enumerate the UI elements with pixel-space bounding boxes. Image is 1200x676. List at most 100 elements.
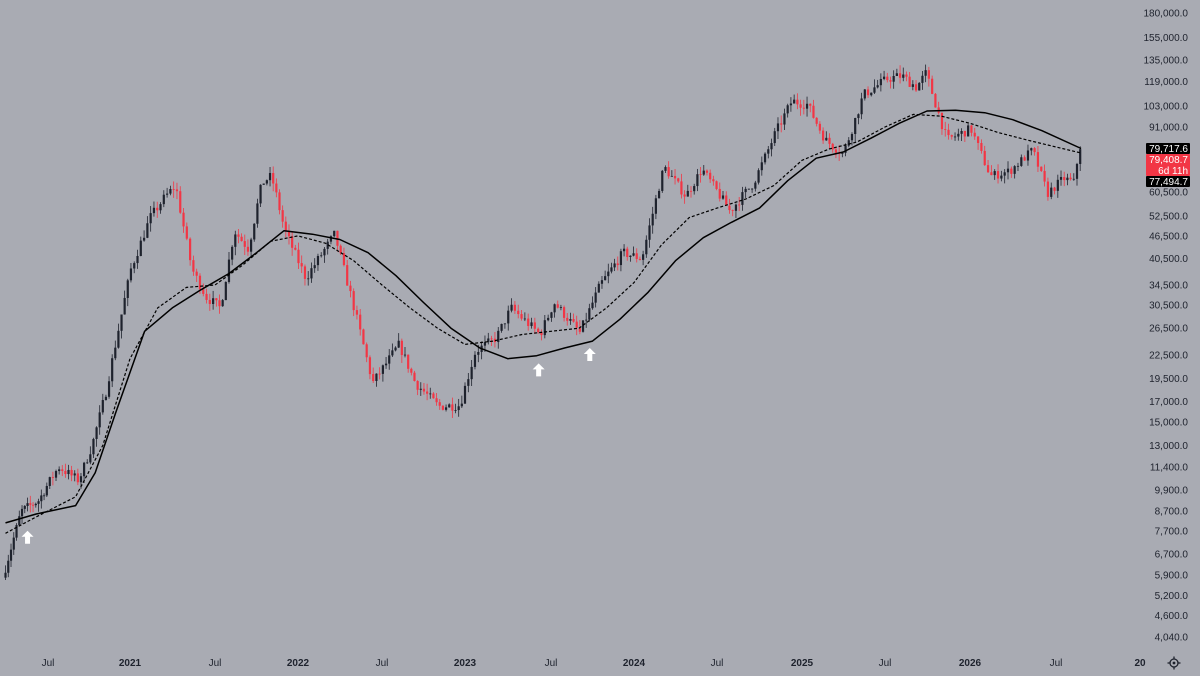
candle [747, 188, 750, 190]
candle [429, 387, 432, 399]
candle [297, 242, 300, 270]
candle [908, 71, 911, 87]
candle [162, 190, 165, 208]
candle [651, 206, 654, 234]
candle [346, 260, 349, 286]
moving-averages-layer [5, 109, 1082, 534]
candle [342, 247, 346, 267]
candle [1016, 162, 1020, 172]
candle [1066, 173, 1069, 186]
candle [422, 383, 426, 395]
candle [51, 471, 55, 486]
candle [467, 373, 470, 393]
candle [165, 187, 169, 198]
candle [300, 255, 303, 274]
candle [202, 283, 205, 297]
candle [64, 463, 67, 478]
candle [976, 136, 980, 150]
candle [294, 244, 297, 251]
candle [70, 465, 73, 482]
settings-gear-icon[interactable] [1167, 656, 1181, 670]
candle [944, 121, 947, 137]
candle [1020, 154, 1023, 167]
candle [1036, 145, 1040, 172]
candle [218, 294, 221, 314]
candle [622, 244, 626, 257]
candle [786, 103, 789, 118]
candle [581, 320, 585, 333]
candle [391, 343, 394, 357]
candle [754, 180, 757, 192]
candle [902, 67, 905, 82]
candle [284, 216, 287, 238]
candle [169, 185, 172, 196]
candle [809, 103, 812, 113]
candle [372, 367, 375, 383]
candle [208, 293, 211, 311]
candle [815, 117, 818, 127]
candle [763, 152, 767, 165]
candle [227, 252, 231, 284]
candle [654, 194, 657, 220]
candle [709, 169, 712, 183]
candle [146, 216, 149, 239]
candle [863, 88, 866, 101]
candle [767, 146, 770, 159]
candle [996, 164, 1000, 184]
candle [715, 180, 718, 191]
candle [1023, 155, 1026, 161]
candle [725, 191, 728, 206]
candle [799, 99, 802, 116]
candle [591, 296, 594, 310]
candle [770, 138, 773, 157]
candle [303, 264, 307, 286]
candle [307, 271, 310, 286]
candle [957, 128, 960, 141]
candle [352, 288, 355, 317]
candle [237, 228, 240, 244]
candle [95, 426, 98, 447]
candle [310, 262, 313, 283]
candle [1063, 171, 1066, 187]
candle [359, 308, 362, 336]
candle [152, 201, 156, 217]
candle [142, 230, 146, 242]
candle [129, 262, 133, 283]
up-arrow-icon [583, 348, 596, 361]
candle [42, 493, 46, 501]
candle [54, 469, 58, 482]
price-tick-label: 6,700.0 [1155, 550, 1189, 561]
candle [513, 301, 516, 314]
candle [1056, 174, 1059, 198]
candle [562, 305, 566, 322]
time-axis[interactable]: Jul 2021 Jul 2022 Jul 2023 Jul 2024 Jul 2025 Jul 20… [42, 658, 1146, 669]
candle [48, 476, 51, 489]
price-axis[interactable]: 4,040.0 4,600.0 5,200.0 5,900.0 6,700.0 7,700… [1144, 9, 1189, 644]
candle [313, 258, 316, 273]
candle [924, 64, 927, 83]
candle [265, 179, 268, 186]
candle [240, 233, 243, 242]
candle [686, 184, 689, 197]
candle [272, 166, 275, 192]
price-tick-label: 7,700.0 [1155, 527, 1189, 538]
candle [734, 203, 738, 218]
candle [854, 117, 857, 142]
price-tick-label: 180,000.0 [1144, 9, 1189, 20]
candle [783, 108, 786, 130]
candle [400, 338, 403, 363]
candle [126, 278, 129, 307]
candle [403, 347, 407, 358]
candle [947, 123, 950, 140]
time-tick-label: Jul [376, 658, 389, 669]
candle [741, 186, 744, 211]
candle [503, 323, 507, 329]
price-tick-label: 103,000.0 [1144, 102, 1189, 113]
candle [212, 290, 215, 310]
candle [600, 275, 604, 289]
candle [1043, 164, 1046, 187]
candle [444, 404, 448, 412]
candle [243, 234, 246, 256]
